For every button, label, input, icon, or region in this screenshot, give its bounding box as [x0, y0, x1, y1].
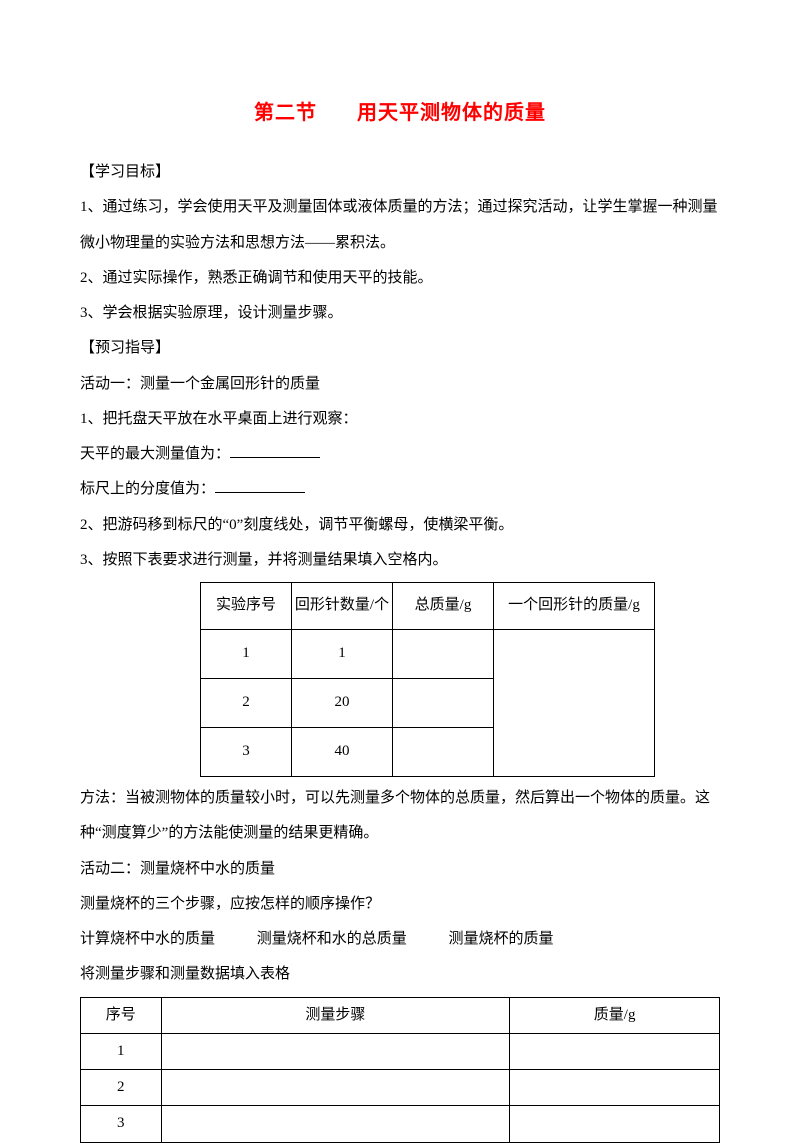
option-c: 测量烧杯的质量 — [449, 931, 554, 947]
objective-2: 2、通过实际操作，熟悉正确调节和使用天平的技能。 — [80, 261, 720, 296]
scale-value-blank[interactable] — [215, 477, 305, 493]
max-value-label: 天平的最大测量值为： — [80, 446, 230, 462]
page-title: 第二节 用天平测物体的质量 — [80, 90, 720, 137]
t2-r2-step[interactable] — [161, 1070, 510, 1106]
t1-r3-mass[interactable] — [393, 728, 494, 777]
max-value-blank[interactable] — [230, 442, 320, 458]
t1-r1-seq: 1 — [201, 630, 292, 679]
table-row: 2 — [81, 1070, 720, 1106]
t1-r3-seq: 3 — [201, 728, 292, 777]
t2-r3-seq: 3 — [81, 1106, 162, 1142]
scale-value-line: 标尺上的分度值为： — [80, 472, 720, 507]
page: 第二节 用天平测物体的质量 【学习目标】 1、通过练习，学会使用天平及测量固体或液… — [0, 0, 800, 1132]
preview-heading: 【预习指导】 — [80, 331, 720, 366]
t1-r2-seq: 2 — [201, 679, 292, 728]
t1-h3: 总质量/g — [393, 583, 494, 630]
t2-h2: 测量步骤 — [161, 997, 510, 1033]
t1-r3-count: 40 — [292, 728, 393, 777]
t1-h2: 回形针数量/个 — [292, 583, 393, 630]
t1-h4: 一个回形针的质量/g — [494, 583, 655, 630]
t1-r1-mass[interactable] — [393, 630, 494, 679]
t2-h1: 序号 — [81, 997, 162, 1033]
t1-h1: 实验序号 — [201, 583, 292, 630]
t2-r3-mass[interactable] — [510, 1106, 720, 1142]
table-water: 序号 测量步骤 质量/g 1 2 3 — [80, 997, 720, 1143]
t2-r1-mass[interactable] — [510, 1033, 720, 1069]
objective-3: 3、学会根据实验原理，设计测量步骤。 — [80, 296, 720, 331]
activity-2-options: 计算烧杯中水的质量 测量烧杯和水的总质量 测量烧杯的质量 — [80, 922, 720, 957]
title-topic: 用天平测物体的质量 — [357, 102, 546, 124]
activity-1-title: 活动一：测量一个金属回形针的质量 — [80, 367, 720, 402]
max-value-line: 天平的最大测量值为： — [80, 437, 720, 472]
step-1: 1、把托盘天平放在水平桌面上进行观察： — [80, 402, 720, 437]
table-row: 3 — [81, 1106, 720, 1142]
t1-r2-count: 20 — [292, 679, 393, 728]
t2-r2-mass[interactable] — [510, 1070, 720, 1106]
t2-r2-seq: 2 — [81, 1070, 162, 1106]
t2-r1-step[interactable] — [161, 1033, 510, 1069]
t2-r1-seq: 1 — [81, 1033, 162, 1069]
table-row: 1 1 — [201, 630, 655, 679]
t2-h3: 质量/g — [510, 997, 720, 1033]
scale-value-label: 标尺上的分度值为： — [80, 481, 215, 497]
activity-2-question: 测量烧杯的三个步骤，应按怎样的顺序操作？ — [80, 887, 720, 922]
method-note: 方法：当被测物体的质量较小时，可以先测量多个物体的总质量，然后算出一个物体的质量… — [80, 781, 720, 852]
step-3: 3、按照下表要求进行测量，并将测量结果填入空格内。 — [80, 543, 720, 578]
option-b: 测量烧杯和水的总质量 — [257, 931, 407, 947]
table-paperclip: 实验序号 回形针数量/个 总质量/g 一个回形针的质量/g 1 1 2 20 3… — [200, 582, 655, 777]
fill-instruction: 将测量步骤和测量数据填入表格 — [80, 957, 720, 992]
t1-r1-count: 1 — [292, 630, 393, 679]
t2-r3-step[interactable] — [161, 1106, 510, 1142]
objectives-heading: 【学习目标】 — [80, 155, 720, 190]
activity-2-title: 活动二：测量烧杯中水的质量 — [80, 852, 720, 887]
title-section: 第二节 — [254, 102, 317, 124]
step-2: 2、把游码移到标尺的“0”刻度线处，调节平衡螺母，使横梁平衡。 — [80, 508, 720, 543]
objective-1: 1、通过练习，学会使用天平及测量固体或液体质量的方法；通过探究活动，让学生掌握一… — [80, 190, 720, 261]
t1-r2-mass[interactable] — [393, 679, 494, 728]
table-row: 1 — [81, 1033, 720, 1069]
option-a: 计算烧杯中水的质量 — [80, 931, 215, 947]
t1-single-mass[interactable] — [494, 630, 655, 777]
